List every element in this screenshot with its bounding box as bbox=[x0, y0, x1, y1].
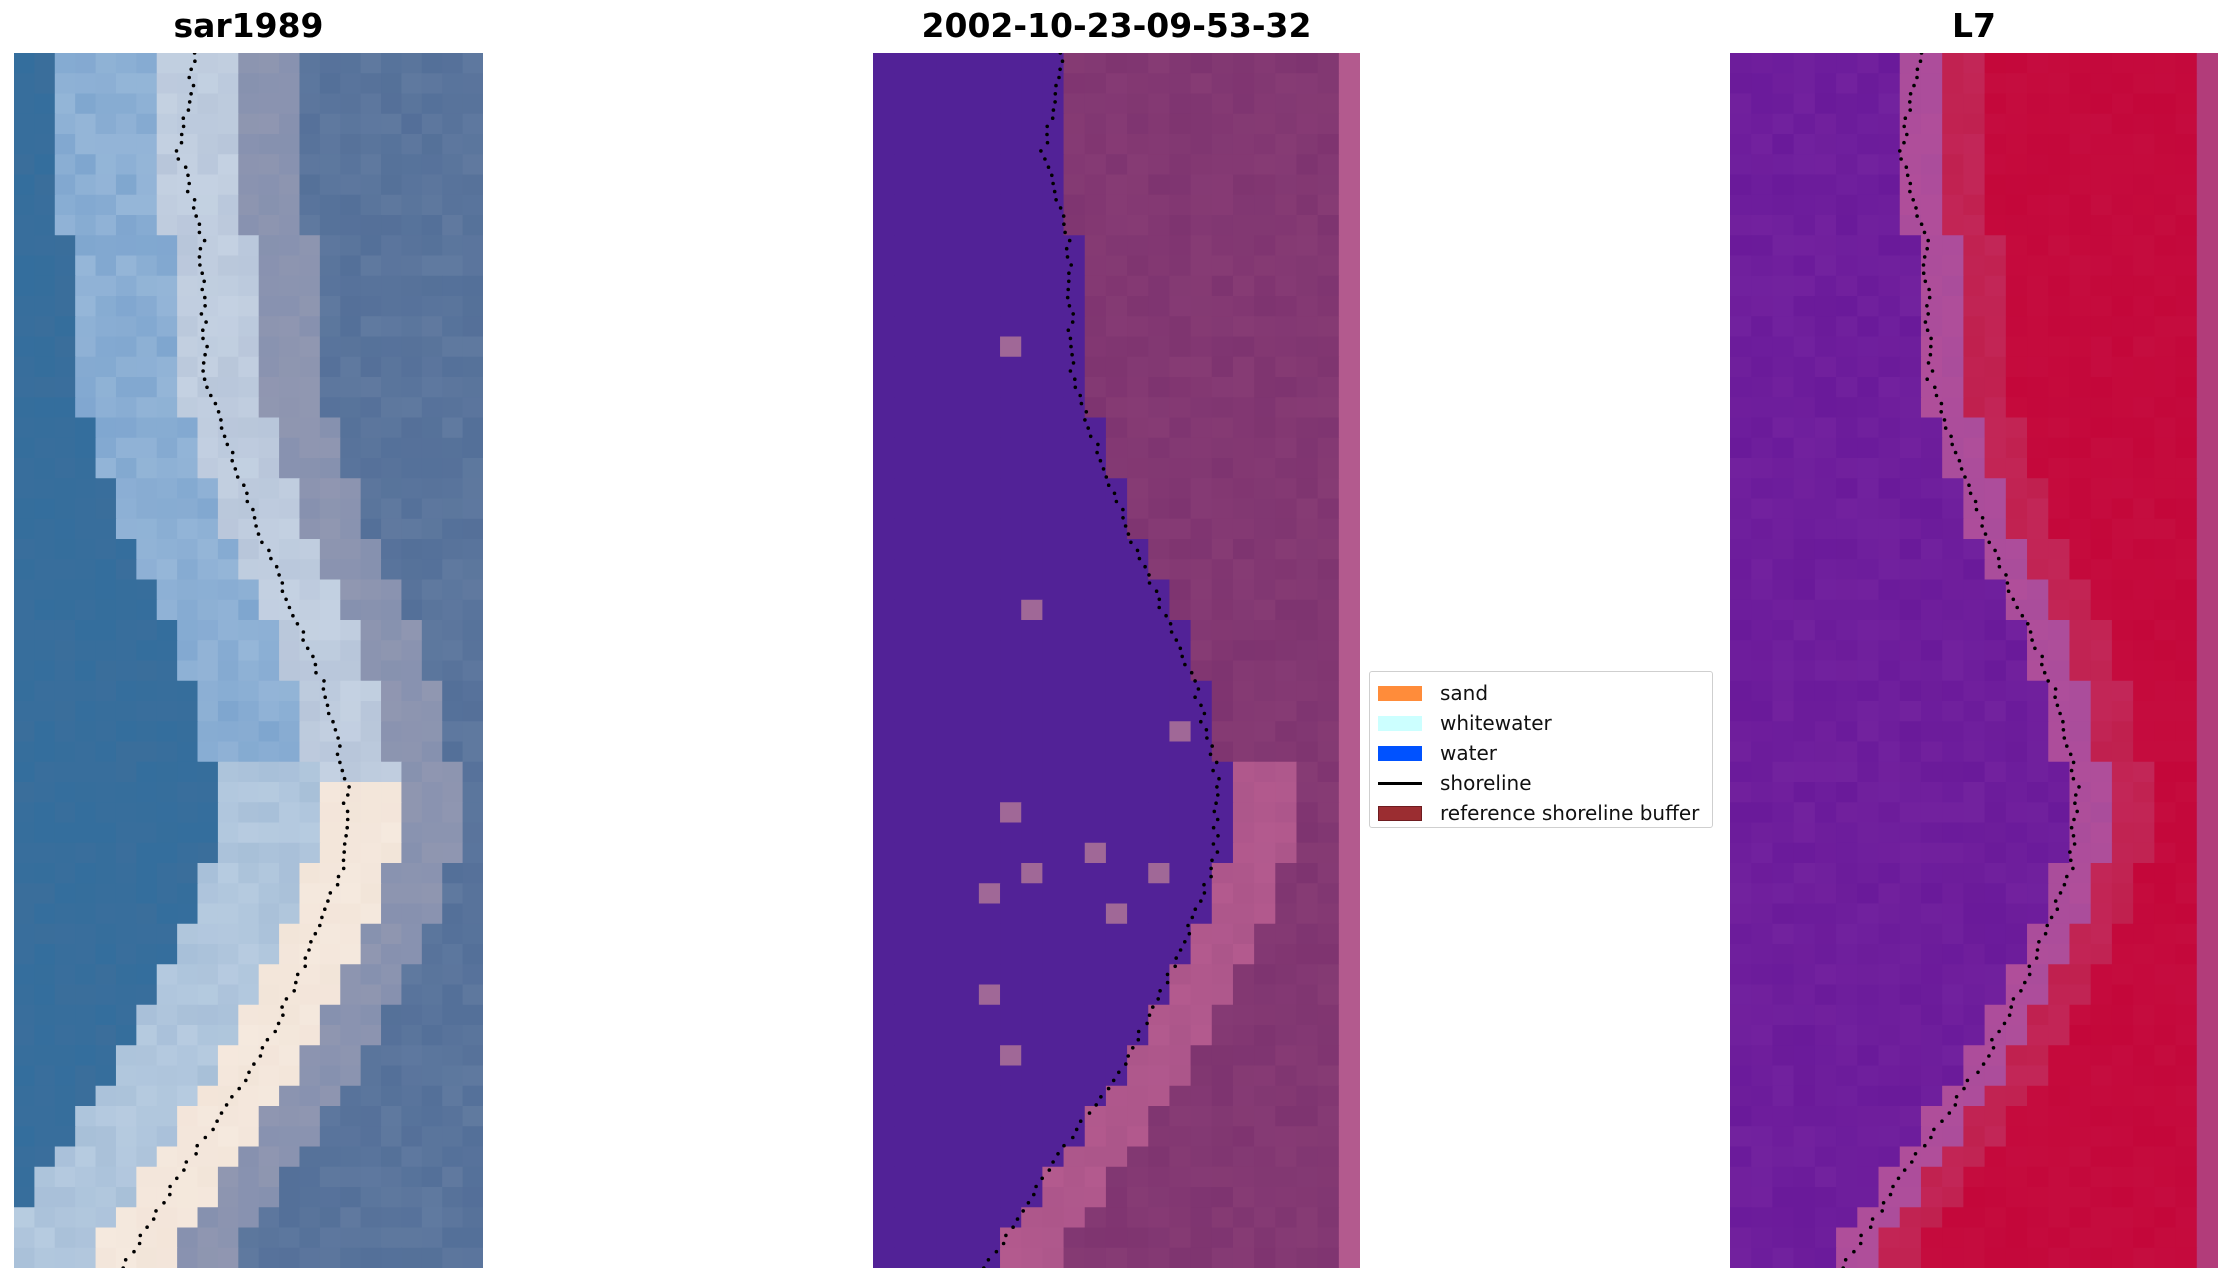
shoreline-swatch bbox=[1378, 781, 1422, 785]
reference-buffer-swatch bbox=[1378, 805, 1422, 821]
water-swatch bbox=[1378, 745, 1422, 761]
rgb-pixels bbox=[14, 53, 483, 1268]
whitewater-swatch bbox=[1378, 715, 1422, 731]
mndwi-pixels bbox=[1730, 53, 2218, 1268]
legend-label: reference shoreline buffer bbox=[1440, 801, 1700, 825]
classified-pixels bbox=[873, 53, 1360, 1268]
panel-title: sar1989 bbox=[173, 6, 324, 45]
legend-item-water: water bbox=[1378, 738, 1704, 768]
legend-label: whitewater bbox=[1440, 711, 1552, 735]
panel-title: L7 bbox=[1952, 6, 1996, 45]
legend-label: sand bbox=[1440, 681, 1489, 705]
legend-item-shoreline: shoreline bbox=[1378, 768, 1704, 798]
legend-label: water bbox=[1440, 741, 1497, 765]
shoreline-dots bbox=[121, 53, 351, 1268]
legend: sand whitewater water shoreline referenc… bbox=[1369, 671, 1713, 828]
legend-item-whitewater: whitewater bbox=[1378, 708, 1704, 738]
legend-item-reference-buffer: reference shoreline buffer bbox=[1378, 798, 1704, 828]
rgb-panel: sar1989 bbox=[14, 0, 483, 1283]
sand-swatch bbox=[1378, 685, 1422, 701]
legend-label: shoreline bbox=[1440, 771, 1532, 795]
mndwi-image bbox=[1730, 53, 2218, 1268]
classified-panel: 2002-10-23-09-53-32 bbox=[873, 0, 1360, 1283]
classified-image bbox=[873, 53, 1360, 1268]
rgb-satellite-image bbox=[14, 53, 483, 1268]
panel-title: 2002-10-23-09-53-32 bbox=[921, 6, 1312, 45]
shoreline-dots bbox=[1841, 53, 2081, 1268]
mndwi-panel: L7 bbox=[1730, 0, 2218, 1283]
legend-item-sand: sand bbox=[1378, 678, 1704, 708]
shoreline-dots bbox=[982, 53, 1221, 1268]
